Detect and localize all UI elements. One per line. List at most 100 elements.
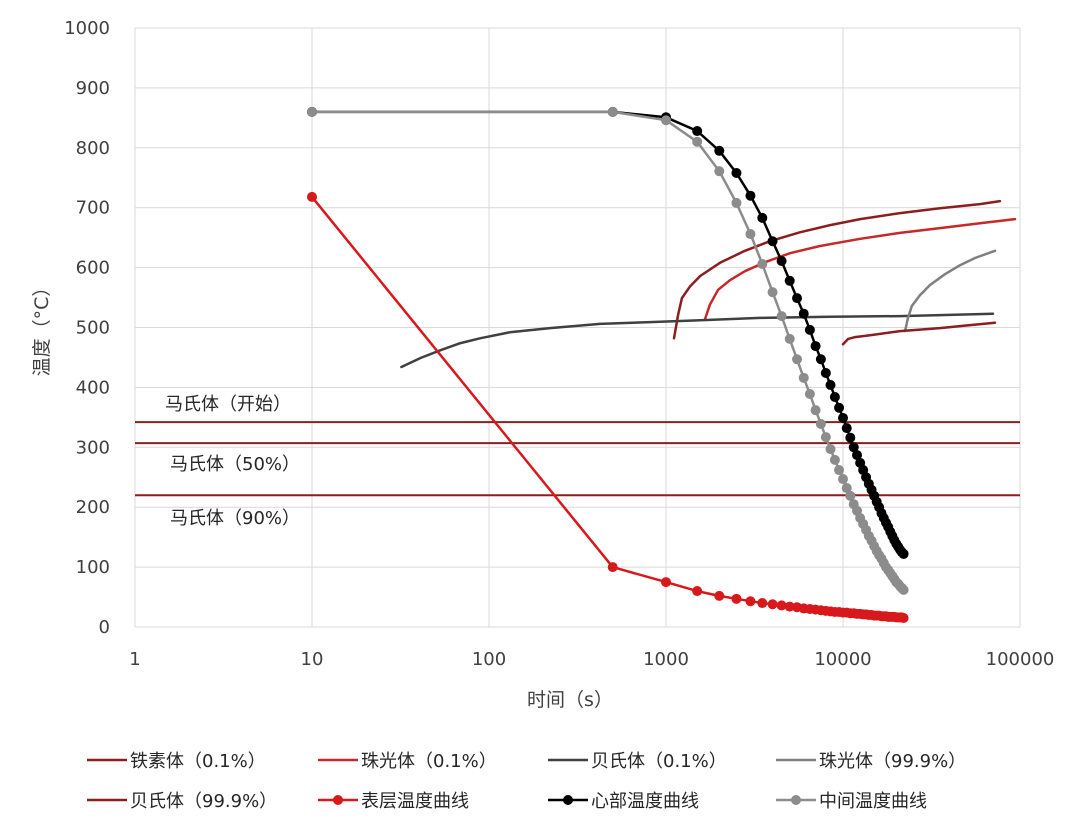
data-point (829, 391, 840, 402)
series-group (307, 106, 909, 559)
legend-label: 珠光体（0.1%） (361, 751, 497, 772)
data-point (731, 167, 742, 178)
data-point (731, 593, 742, 604)
martensite-start-label: 马氏体（开始） (165, 394, 291, 415)
data-point (607, 106, 618, 117)
legend-label: 珠光体（99.9%） (819, 751, 966, 772)
y-tick-label: 400 (76, 377, 110, 398)
data-point (804, 388, 815, 399)
data-point (784, 333, 795, 344)
legend-label: 铁素体（0.1%） (130, 751, 266, 772)
data-point (804, 324, 815, 335)
data-point (714, 590, 725, 601)
data-point (767, 236, 778, 247)
legend-item-core-temp: 心部温度曲线 (548, 791, 699, 812)
data-point (776, 311, 787, 322)
data-point (661, 115, 671, 126)
data-point (898, 584, 909, 595)
data-point (898, 613, 909, 624)
data-point (815, 354, 826, 365)
series-group (307, 191, 909, 624)
data-point (692, 126, 703, 137)
data-point (820, 368, 831, 379)
data-point (792, 293, 803, 304)
legend: 铁素体（0.1%） 珠光体（0.1%） 贝氏体（0.1%） 珠光体（99.9%）… (87, 751, 966, 812)
data-point (767, 599, 778, 610)
x-tick-label: 1000 (643, 649, 689, 670)
data-point (767, 287, 778, 298)
data-point (607, 562, 618, 573)
data-point (841, 423, 852, 434)
x-tick-label: 10000 (814, 649, 871, 670)
series-group (903, 249, 997, 333)
data-point (834, 402, 845, 413)
data-point (810, 341, 821, 352)
data-point (848, 442, 859, 453)
legend-label: 心部温度曲线 (591, 791, 699, 812)
data-point (714, 145, 725, 156)
martensite-90-label: 马氏体（90%） (170, 508, 300, 529)
x-axis-ticks: 1 10 100 1000 10000 100000 (129, 649, 1054, 670)
data-point (784, 601, 795, 612)
data-point (798, 308, 809, 319)
y-tick-label: 0 (99, 617, 110, 638)
data-point (661, 577, 671, 588)
data-point (845, 490, 856, 501)
series-group (703, 217, 1017, 321)
data-point (838, 474, 848, 485)
y-tick-label: 1000 (64, 18, 110, 39)
data-point (898, 548, 909, 559)
data-point (776, 256, 787, 267)
data-point (810, 405, 821, 416)
series-layer (307, 106, 1017, 624)
data-point (845, 432, 856, 443)
y-tick-label: 700 (76, 198, 110, 219)
data-point (776, 600, 787, 611)
data-point (825, 444, 836, 455)
y-tick-label: 600 (76, 258, 110, 279)
legend-label: 中间温度曲线 (819, 791, 927, 812)
y-tick-label: 800 (76, 138, 110, 159)
data-point (307, 191, 317, 202)
data-point (692, 586, 703, 597)
y-axis-title: 温度（°C） (31, 278, 53, 377)
data-point (815, 418, 826, 429)
data-point (825, 380, 836, 391)
data-point (745, 190, 756, 201)
data-point (829, 454, 840, 465)
legend-marker (791, 795, 801, 805)
legend-item-pearlite-0-1: 珠光体（0.1%） (318, 751, 497, 772)
series-group (841, 321, 997, 346)
y-tick-label: 300 (76, 437, 110, 458)
legend-item-bainite-99-9: 贝氏体（99.9%） (87, 791, 277, 812)
data-point (731, 197, 742, 208)
data-point (757, 598, 768, 609)
legend-item-ferrite-0-1: 铁素体（0.1%） (87, 751, 266, 772)
legend-item-surface-temp: 表层温度曲线 (318, 791, 469, 812)
legend-label: 贝氏体（0.1%） (591, 751, 727, 772)
series-line (841, 321, 997, 346)
y-tick-label: 500 (76, 318, 110, 339)
legend-label: 表层温度曲线 (361, 791, 469, 812)
series-line (903, 249, 997, 333)
y-tick-label: 200 (76, 497, 110, 518)
legend-marker (333, 795, 343, 805)
legend-item-bainite-0-1: 贝氏体（0.1%） (548, 751, 727, 772)
data-point (820, 432, 831, 443)
data-point (798, 372, 809, 383)
data-point (838, 412, 848, 423)
martensite-50-label: 马氏体（50%） (170, 454, 300, 475)
series-line (310, 110, 905, 556)
series-group (400, 312, 995, 369)
data-point (714, 166, 725, 177)
x-tick-label: 1 (129, 649, 140, 670)
data-point (852, 450, 863, 461)
series-line (400, 312, 995, 369)
y-tick-label: 900 (76, 78, 110, 99)
series-line (703, 217, 1017, 321)
data-point (834, 465, 845, 476)
y-tick-label: 100 (76, 557, 110, 578)
data-point (307, 106, 317, 117)
data-point (784, 275, 795, 286)
